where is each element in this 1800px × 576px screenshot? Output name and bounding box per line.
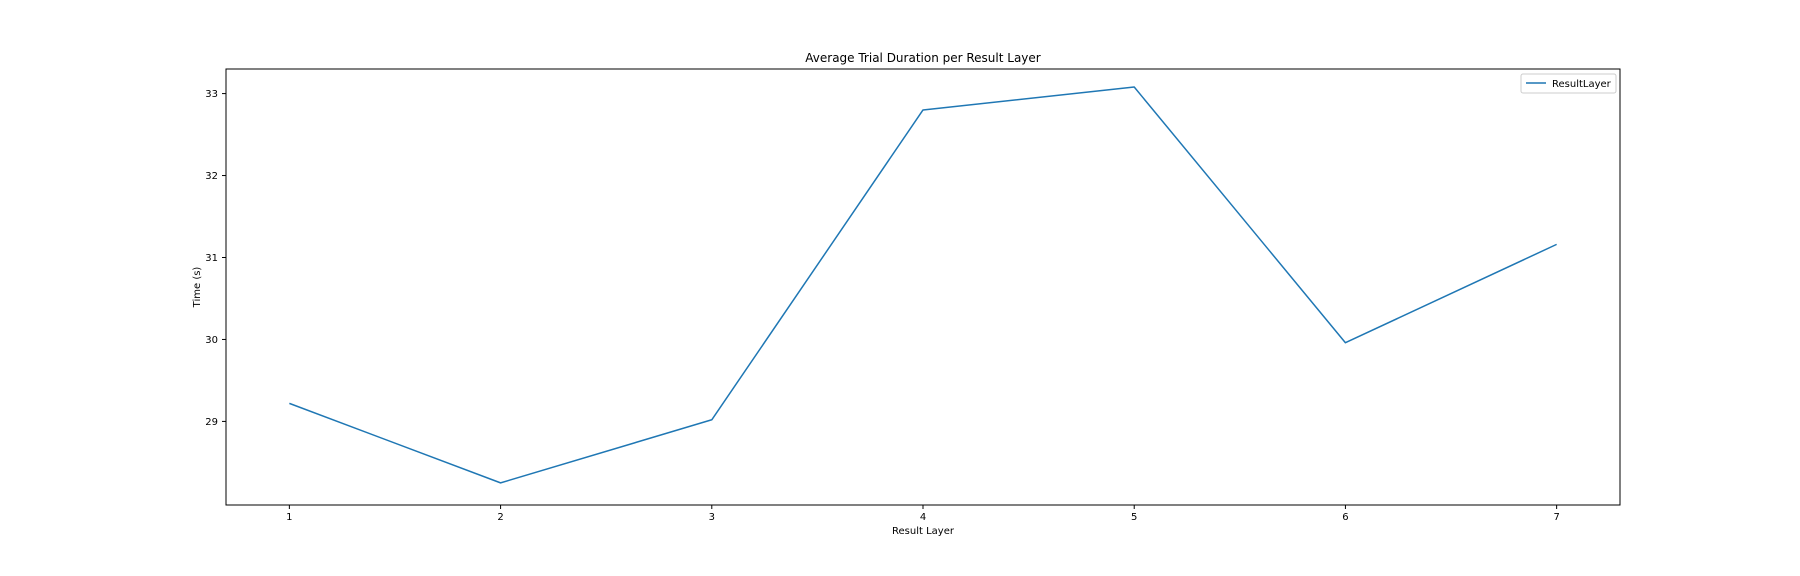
chart-title: Average Trial Duration per Result Layer	[805, 51, 1041, 65]
x-tick-label: 6	[1342, 512, 1348, 523]
x-tick-label: 2	[497, 512, 503, 523]
x-tick-label: 1	[286, 512, 292, 523]
y-tick-label: 31	[205, 253, 218, 264]
legend-label-resultlayer: ResultLayer	[1552, 79, 1612, 90]
x-tick-label: 3	[709, 512, 715, 523]
plot-area: 1 2 3 4 5 6 7 29 30 31 32 33	[205, 68, 1621, 523]
x-tick-label: 5	[1131, 512, 1137, 523]
y-tick-label: 33	[205, 89, 218, 100]
x-axis-label: Result Layer	[892, 526, 955, 537]
legend-frame	[1520, 73, 1617, 94]
x-tick-label: 7	[1553, 512, 1559, 523]
x-tick-label: 4	[920, 512, 926, 523]
legend: ResultLayer	[1520, 73, 1617, 94]
y-tick-label: 29	[205, 417, 218, 428]
y-axis-label: Time (s)	[192, 267, 203, 309]
y-tick-label: 32	[205, 171, 218, 182]
y-tick-label: 30	[205, 335, 218, 346]
